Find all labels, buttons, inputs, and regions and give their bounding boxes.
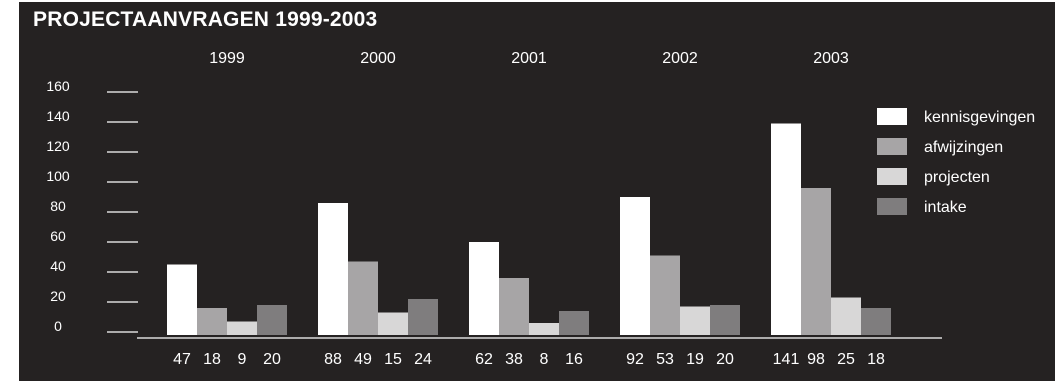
y-tick-label: 140 [46, 108, 70, 124]
bar-projecten [680, 306, 710, 335]
bar-intake [710, 305, 740, 335]
bar-projecten [831, 297, 861, 335]
data-label: 20 [263, 351, 281, 368]
data-label: 19 [686, 351, 704, 368]
data-label: 88 [324, 351, 342, 368]
bar-afwijzingen [348, 261, 378, 335]
data-label: 20 [716, 351, 734, 368]
data-label: 92 [626, 351, 644, 368]
category-label: 2001 [511, 50, 547, 67]
data-label: 25 [837, 351, 855, 368]
y-tick-label: 20 [50, 288, 66, 304]
legend-label: afwijzingen [924, 139, 1003, 156]
bar-kennisgevingen [167, 264, 197, 335]
y-tick-label: 40 [50, 258, 66, 274]
y-tick-label: 60 [50, 228, 66, 244]
data-label: 18 [867, 351, 885, 368]
y-tick-label: 80 [50, 198, 66, 214]
category-label: 2002 [662, 50, 698, 67]
bar-afwijzingen [197, 308, 227, 335]
bar-projecten [378, 312, 408, 335]
bar-projecten [529, 323, 559, 335]
category-label: 1999 [209, 50, 245, 67]
bar-kennisgevingen [318, 203, 348, 335]
bar-intake [559, 311, 589, 335]
legend-label: projecten [924, 169, 990, 186]
data-label: 38 [505, 351, 523, 368]
bar-kennisgevingen [469, 242, 499, 335]
y-tick-label: 0 [54, 318, 62, 334]
chart-title: PROJECTAANVRAGEN 1999-2003 [33, 8, 378, 31]
data-label: 98 [807, 351, 825, 368]
y-tick-label: 100 [46, 168, 70, 184]
data-label: 141 [773, 351, 800, 368]
data-label: 24 [414, 351, 432, 368]
bar-afwijzingen [499, 278, 529, 335]
legend-swatch-projecten [877, 168, 907, 185]
data-label: 18 [203, 351, 221, 368]
data-label: 8 [540, 351, 549, 368]
bar-kennisgevingen [771, 123, 801, 335]
bar-kennisgevingen [620, 197, 650, 335]
data-label: 9 [238, 351, 247, 368]
data-label: 49 [354, 351, 372, 368]
category-label: 2000 [360, 50, 396, 67]
bar-afwijzingen [650, 255, 680, 335]
data-label: 62 [475, 351, 493, 368]
bar-projecten [227, 321, 257, 335]
bar-intake [257, 305, 287, 335]
data-label: 53 [656, 351, 674, 368]
legend-label: intake [924, 199, 967, 216]
bar-afwijzingen [801, 188, 831, 335]
bar-intake [861, 308, 891, 335]
category-label: 2003 [813, 50, 849, 67]
data-label: 47 [173, 351, 191, 368]
y-tick-label: 160 [46, 78, 70, 94]
bar-intake [408, 299, 438, 335]
legend-swatch-intake [877, 198, 907, 215]
y-tick-label: 120 [46, 138, 70, 154]
legend-swatch-kennisgevingen [877, 108, 907, 125]
legend-swatch-afwijzingen [877, 138, 907, 155]
data-label: 16 [565, 351, 583, 368]
legend-label: kennisgevingen [924, 109, 1035, 126]
data-label: 15 [384, 351, 402, 368]
